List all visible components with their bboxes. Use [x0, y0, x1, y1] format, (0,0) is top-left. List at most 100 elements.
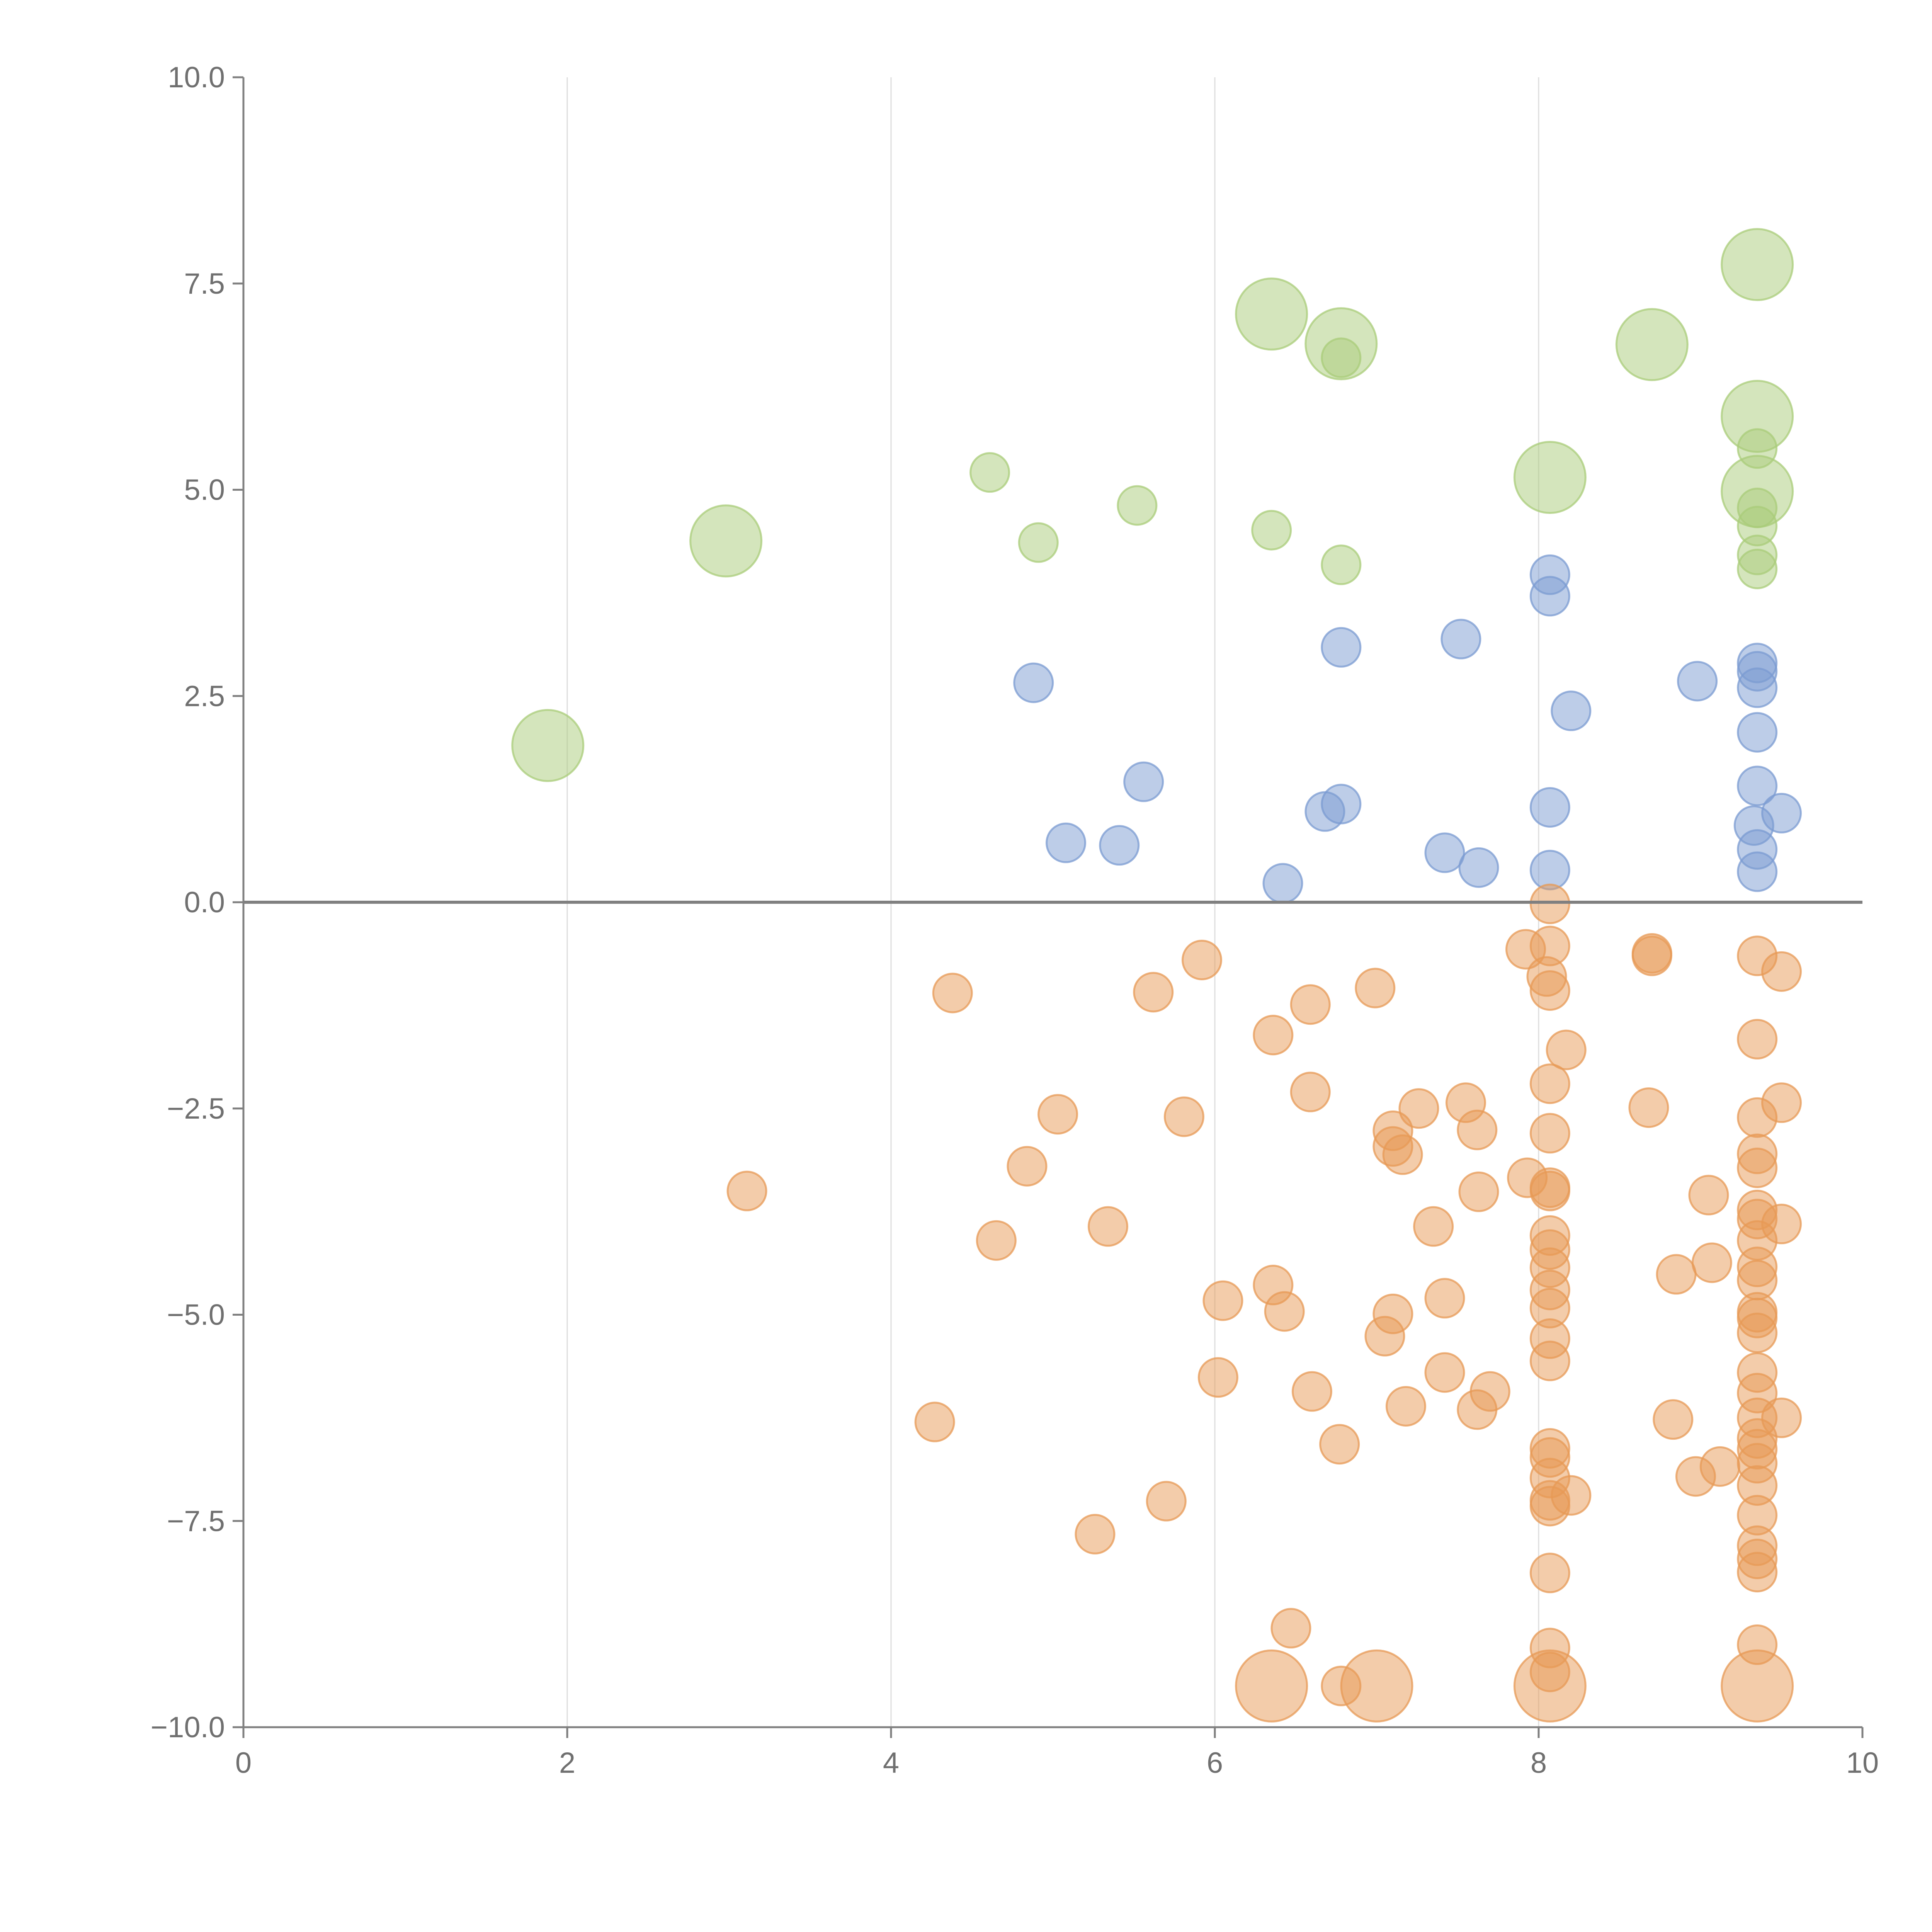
orange-point — [1197, 1357, 1238, 1398]
orange-point — [1529, 970, 1570, 1011]
blue-point — [1677, 661, 1718, 702]
orange-point — [1458, 1171, 1499, 1212]
orange-point — [1653, 1399, 1694, 1440]
orange-point — [726, 1170, 767, 1211]
blue-point — [1529, 787, 1570, 828]
orange-point — [1372, 1293, 1413, 1334]
orange-point — [1761, 1082, 1802, 1123]
x-tick-label: 10 — [1846, 1747, 1879, 1779]
orange-point — [1551, 1475, 1592, 1516]
blue-point — [1440, 619, 1481, 660]
y-tick-label: −5.0 — [167, 1299, 225, 1332]
orange-point — [1087, 1206, 1128, 1247]
orange-point — [1529, 1340, 1570, 1381]
orange-point — [1469, 1371, 1510, 1412]
x-tick-label: 0 — [235, 1747, 252, 1779]
orange-point — [1691, 1242, 1732, 1283]
blue-point — [1046, 822, 1087, 863]
orange-point — [1546, 1029, 1587, 1070]
orange-point — [1355, 968, 1396, 1009]
orange-point — [1133, 972, 1174, 1013]
orange-point — [1628, 1087, 1669, 1128]
orange-point — [1529, 1553, 1570, 1594]
blue-point — [1262, 863, 1303, 904]
green-point — [1513, 440, 1587, 514]
orange-point — [1737, 1312, 1778, 1353]
axes: 10.0 7.5 5.0 2.5 0.0 −2.5 −5.0 −7.5 −10.0 0 2 4 6 8 10 — [151, 61, 1879, 1779]
orange-point — [1319, 1424, 1360, 1465]
orange-point — [1761, 951, 1802, 992]
blue-point — [1321, 627, 1362, 668]
orange-point — [1181, 939, 1222, 980]
orange-point — [1037, 1094, 1078, 1135]
orange-point — [1656, 1254, 1697, 1295]
blue-point — [1099, 825, 1140, 866]
green-point — [1117, 485, 1158, 526]
orange-point — [1737, 1147, 1778, 1188]
orange-point — [1146, 1481, 1187, 1522]
green-point — [1235, 277, 1308, 351]
green-point — [689, 504, 763, 578]
orange-point — [1340, 1649, 1413, 1723]
orange-point — [1631, 935, 1672, 976]
orange-point — [1075, 1514, 1116, 1554]
orange-point — [1513, 1649, 1587, 1723]
y-tick-label: −10.0 — [151, 1711, 225, 1744]
green-point — [1321, 544, 1362, 585]
orange-point — [1529, 1063, 1570, 1104]
data-points — [511, 228, 1802, 1723]
y-tick-label: 10.0 — [168, 61, 225, 94]
orange-point — [1290, 1071, 1331, 1112]
orange-point — [1385, 1386, 1426, 1427]
blue-point — [1458, 847, 1499, 888]
green-point — [1615, 308, 1689, 381]
y-tick-label: 2.5 — [184, 680, 225, 713]
x-tick-label: 6 — [1207, 1747, 1223, 1779]
green-point — [1018, 522, 1059, 563]
y-tick-label: −7.5 — [167, 1505, 225, 1537]
x-tick-label: 8 — [1531, 1747, 1547, 1779]
green-point — [1737, 548, 1778, 589]
blue-point — [1529, 850, 1570, 891]
orange-point — [1398, 1088, 1439, 1129]
orange-point — [1235, 1649, 1308, 1723]
blue-point — [1737, 667, 1778, 708]
blue-point — [1123, 761, 1164, 802]
blue-point — [1737, 765, 1778, 806]
orange-point — [1413, 1206, 1454, 1247]
y-tick-label: 7.5 — [184, 267, 225, 300]
x-tick-label: 2 — [559, 1747, 575, 1779]
orange-point — [1264, 1291, 1305, 1332]
blue-point — [1321, 784, 1362, 825]
orange-point — [1202, 1280, 1243, 1321]
orange-point — [1291, 1371, 1332, 1412]
blue-point — [1737, 851, 1778, 892]
orange-point — [1761, 1397, 1802, 1438]
orange-point — [1290, 984, 1331, 1025]
orange-point — [1737, 1019, 1778, 1060]
blue-point — [1013, 662, 1054, 703]
x-tick-label: 4 — [883, 1747, 899, 1779]
green-point — [1251, 510, 1292, 551]
orange-point — [1529, 1113, 1570, 1154]
orange-point — [1529, 1170, 1570, 1211]
green-point — [1321, 337, 1362, 378]
orange-point — [1382, 1134, 1423, 1175]
y-tick-label: 0.0 — [184, 886, 225, 919]
orange-point — [1529, 883, 1570, 924]
orange-point — [1699, 1446, 1740, 1487]
orange-point — [1761, 1204, 1802, 1245]
orange-point — [1424, 1352, 1465, 1393]
blue-point — [1529, 576, 1570, 617]
orange-point — [1163, 1096, 1204, 1137]
orange-point — [1253, 1015, 1294, 1056]
orange-point — [1424, 1278, 1465, 1319]
orange-point — [1457, 1109, 1498, 1150]
orange-point — [1688, 1175, 1729, 1216]
blue-point — [1737, 712, 1778, 753]
blue-point — [1761, 793, 1802, 833]
blue-point — [1424, 832, 1465, 873]
orange-point — [914, 1401, 955, 1442]
orange-point — [1270, 1608, 1311, 1649]
